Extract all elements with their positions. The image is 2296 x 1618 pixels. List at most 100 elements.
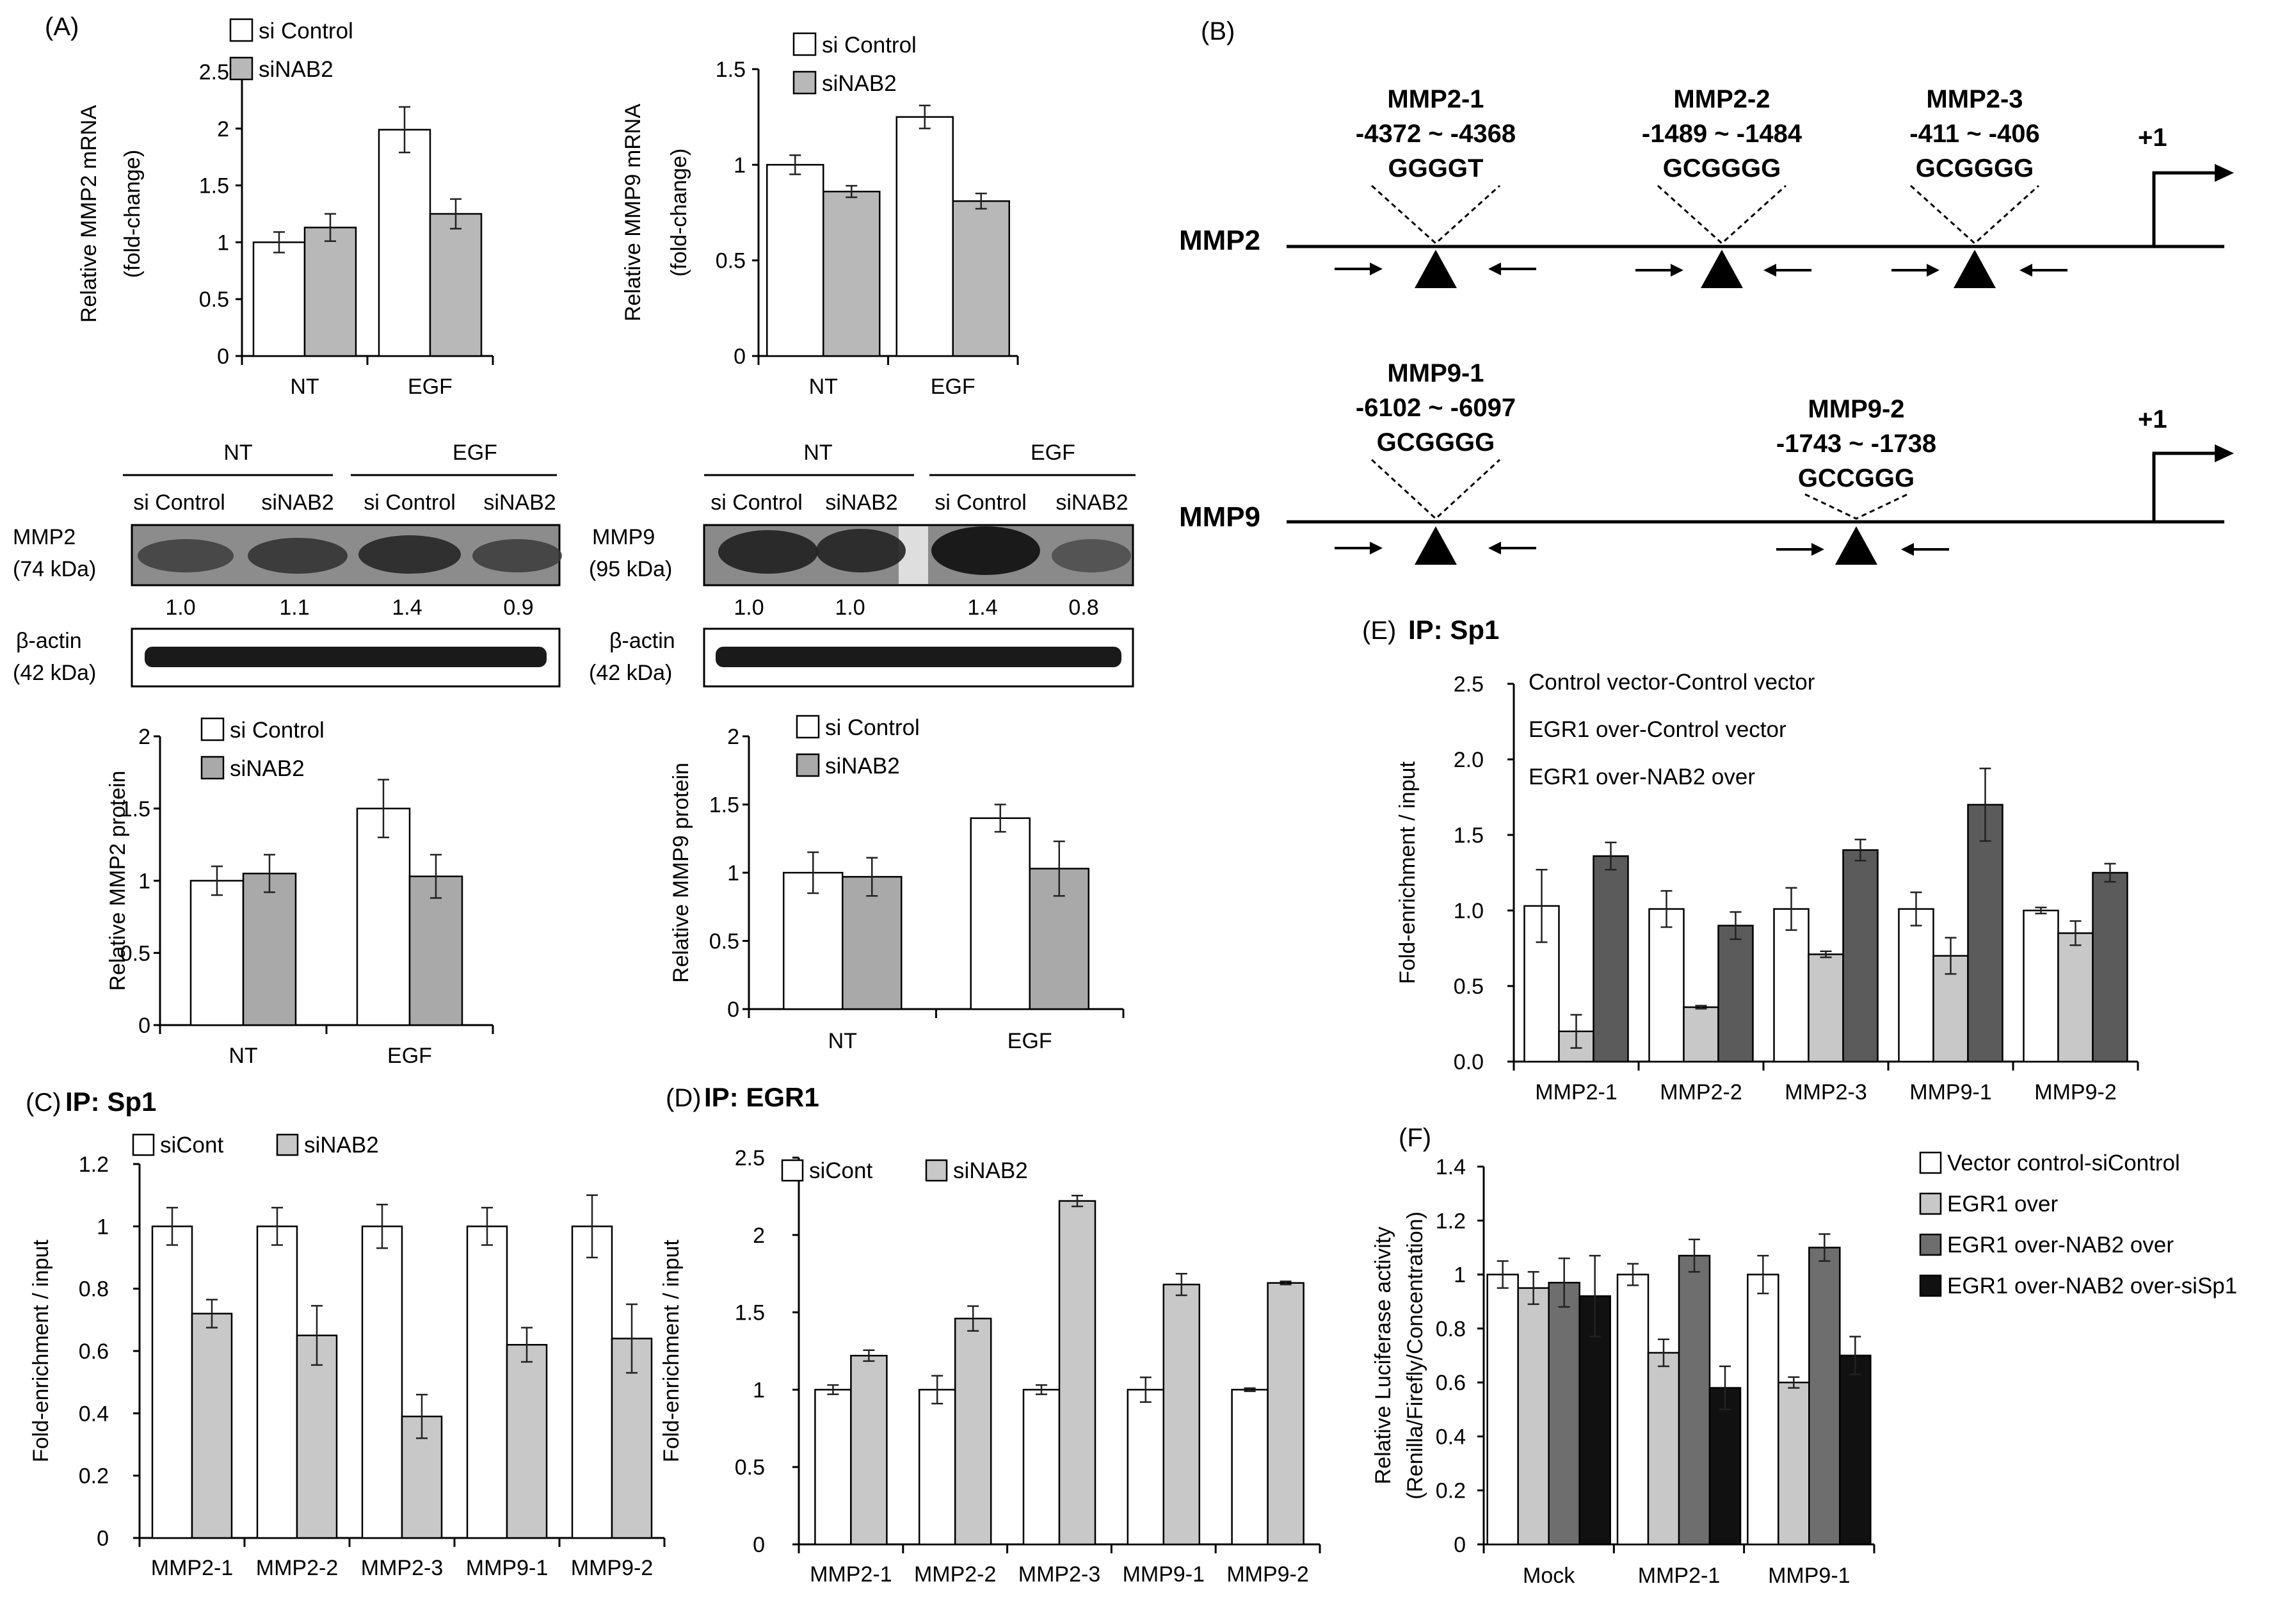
y-axis-title: (Renilla/Firefly/Concentration) xyxy=(1403,1211,1427,1500)
legend-swatch xyxy=(925,1159,948,1182)
y-tick-label: 1.5 xyxy=(120,797,150,821)
primer-arrow-head xyxy=(1488,542,1501,554)
primer-arrow-head xyxy=(1927,264,1939,277)
site-range: -1489 ~ -1484 xyxy=(1642,120,1802,148)
y-tick-label: 1 xyxy=(97,1215,109,1239)
blot-lane-label: si Control xyxy=(364,490,456,515)
y-tick-label: 0.5 xyxy=(120,941,150,966)
y-tick-label: 0.8 xyxy=(1436,1317,1466,1341)
bar xyxy=(970,817,1031,1010)
y-tick-label: 2.5 xyxy=(1454,672,1484,697)
bar xyxy=(850,1354,888,1546)
x-category-label: MMP2-2 xyxy=(256,1556,338,1580)
bar xyxy=(256,1226,298,1539)
y-axis-title: Relative MMP9 mRNA xyxy=(621,104,645,321)
bar xyxy=(296,1334,338,1539)
y-tick-label: 2.5 xyxy=(735,1146,765,1170)
site-range: -1743 ~ -1738 xyxy=(1776,430,1936,458)
legend-label: siNAB2 xyxy=(230,756,305,781)
bar xyxy=(1548,1281,1580,1546)
bar xyxy=(1127,1389,1165,1546)
blot-lane-label: siNAB2 xyxy=(825,490,897,515)
y-tick-label: 2 xyxy=(217,117,229,142)
legend-swatch xyxy=(132,1133,155,1156)
binding-site-triangle xyxy=(1701,250,1743,288)
blot-lane-label: siNAB2 xyxy=(261,490,333,515)
panel-label-c: (C) xyxy=(26,1088,61,1117)
y-tick-label: 0.5 xyxy=(716,249,746,273)
binding-site-triangle xyxy=(1415,250,1457,288)
bar xyxy=(823,190,881,357)
bar xyxy=(1162,1283,1201,1546)
bar xyxy=(783,871,844,1010)
bar xyxy=(1717,925,1754,1063)
y-tick-label: 1 xyxy=(217,231,229,255)
blot-quant: 1.0 xyxy=(734,595,764,620)
site-range: -411 ~ -406 xyxy=(1909,120,2040,148)
chart-c-ip-sp1: IP: Sp1 Fold-enrichment / input 0 0.2 0.4 0.6… xyxy=(29,1087,666,1580)
y-tick-label: 0 xyxy=(97,1526,109,1551)
bar xyxy=(1517,1287,1550,1546)
y-axis-title: (fold-change) xyxy=(120,150,145,278)
site-name: MMP2-3 xyxy=(1926,85,2023,113)
promoter-diagram-mmp2: MMP2 +1 MMP2-1 -4372 ~ -4368 GGGGT MMP2-… xyxy=(1179,85,2234,288)
y-tick-label: 0.5 xyxy=(709,930,739,954)
bar xyxy=(429,213,483,357)
blot-lane-label: si Control xyxy=(133,490,225,515)
blot-quant: 1.0 xyxy=(835,595,865,620)
legend-label: si Control xyxy=(259,19,353,44)
blot-band-label: MMP2 xyxy=(13,525,76,549)
bar xyxy=(842,876,903,1010)
y-tick-label: 0.4 xyxy=(1436,1425,1466,1449)
tss-arrow-head xyxy=(2215,444,2234,462)
chart-mmp2-protein: Relative MMP2 protein 0 0.5 1 1.5 2 NT EGF si Co… xyxy=(106,717,494,1068)
bar xyxy=(766,164,824,357)
x-category-label: MMP2-1 xyxy=(810,1562,892,1587)
y-tick-label: 0 xyxy=(734,344,746,369)
bar xyxy=(1839,1354,1872,1546)
legend-swatch xyxy=(781,1159,804,1182)
primer-arrow-head xyxy=(1763,264,1776,277)
x-category-label: MMP9-1 xyxy=(1768,1564,1850,1588)
blot-band xyxy=(248,538,348,574)
x-category-label: MMP9-2 xyxy=(1226,1562,1308,1587)
panel-label-b: (B) xyxy=(1201,17,1235,45)
bar xyxy=(1231,1389,1269,1546)
site-callout xyxy=(1657,184,1787,245)
blot-band-label: MMP9 xyxy=(592,525,655,549)
blot-quant: 1.4 xyxy=(392,595,422,620)
blot-band xyxy=(138,539,234,572)
bar xyxy=(151,1226,193,1539)
site-motif: GCGGGG xyxy=(1916,154,2034,182)
blot-lane-label: siNAB2 xyxy=(1056,490,1128,515)
site-callout xyxy=(1909,184,2040,245)
blot-band xyxy=(1052,539,1131,572)
bar xyxy=(303,227,357,357)
bar xyxy=(1022,1389,1061,1546)
blot-band xyxy=(716,647,1121,667)
tss-arrow xyxy=(2152,171,2218,247)
site-range: -4372 ~ -4368 xyxy=(1356,120,1516,148)
legend-swatch xyxy=(1919,1274,1942,1297)
bar xyxy=(1593,855,1629,1063)
site-range: -6102 ~ -6097 xyxy=(1356,394,1516,422)
x-category-label: NT xyxy=(229,1044,257,1068)
y-tick-label: 2 xyxy=(753,1224,765,1248)
bar xyxy=(1898,908,1934,1063)
western-blot-mmp2: NT EGF si Control siNAB2 si Control siNA… xyxy=(13,441,562,688)
chart-title: IP: Sp1 xyxy=(65,1087,156,1117)
site-callout xyxy=(1804,493,1908,520)
bar xyxy=(1773,908,1810,1063)
bar xyxy=(1747,1274,1779,1546)
y-tick-label: 1 xyxy=(753,1378,765,1402)
y-axis-title: Relative MMP9 protein xyxy=(669,763,693,983)
y-tick-label: 0.4 xyxy=(79,1402,109,1426)
legend-label: si Control xyxy=(825,715,920,740)
site-name: MMP9-1 xyxy=(1387,359,1484,387)
bar xyxy=(191,1313,233,1539)
legend-swatch xyxy=(1919,1192,1942,1215)
site-motif: GGGGT xyxy=(1388,154,1484,182)
bar xyxy=(506,1344,548,1539)
blot-group-label: EGF xyxy=(453,441,497,465)
bar xyxy=(408,875,463,1026)
